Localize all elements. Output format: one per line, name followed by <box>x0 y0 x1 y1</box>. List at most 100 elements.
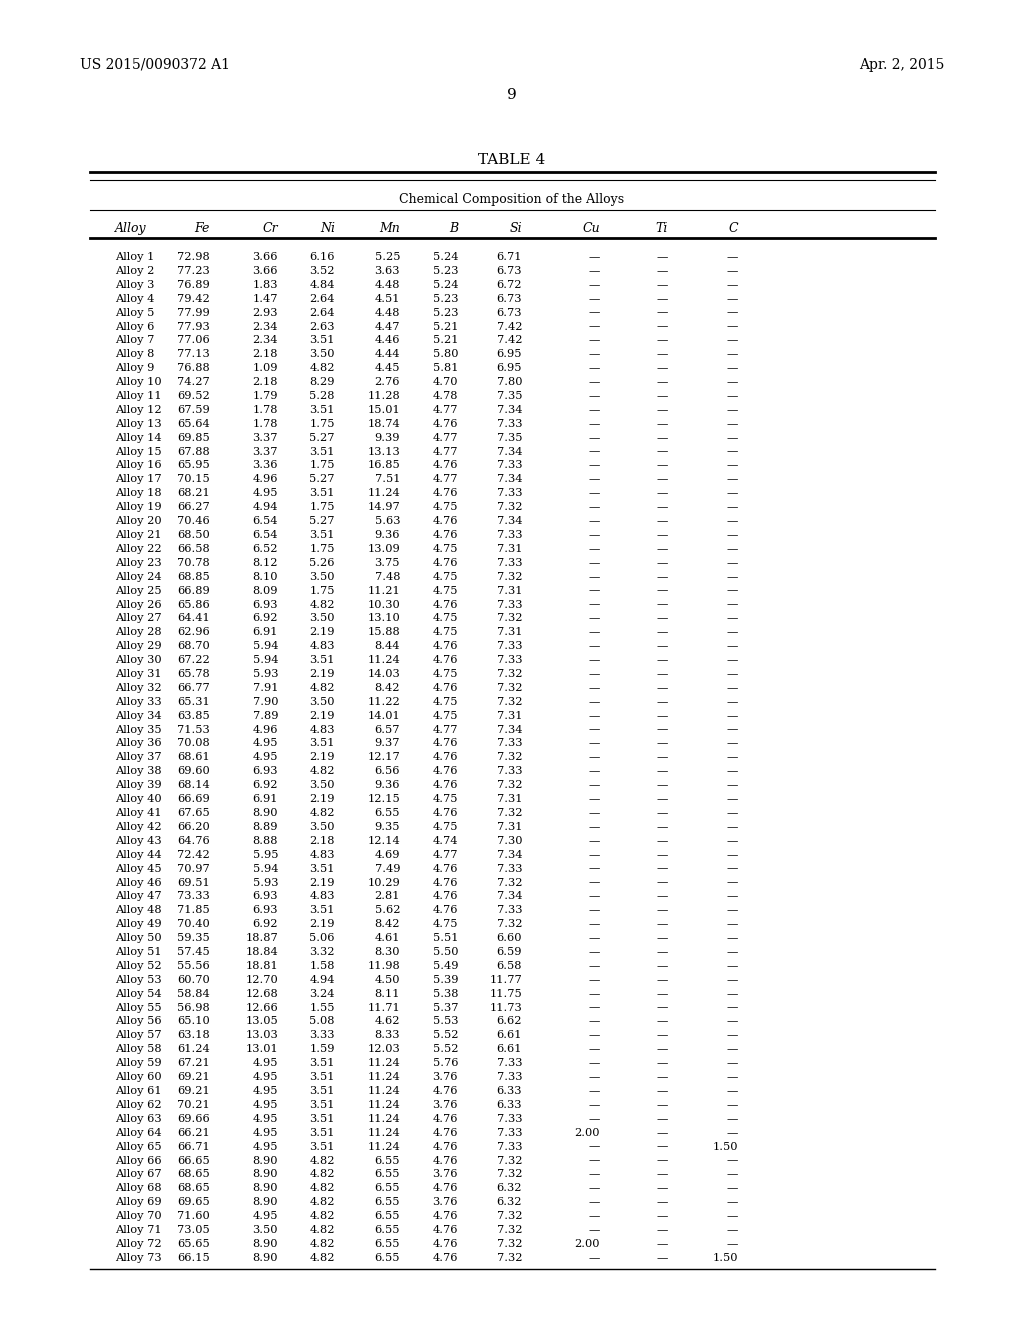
Text: —: — <box>656 878 668 887</box>
Text: 4.95: 4.95 <box>253 1127 278 1138</box>
Text: —: — <box>656 474 668 484</box>
Text: —: — <box>589 350 600 359</box>
Text: 4.95: 4.95 <box>253 1142 278 1151</box>
Text: US 2015/0090372 A1: US 2015/0090372 A1 <box>80 58 230 73</box>
Text: Alloy: Alloy <box>115 222 146 235</box>
Text: Alloy 40: Alloy 40 <box>115 795 162 804</box>
Text: 18.87: 18.87 <box>246 933 278 942</box>
Text: 2.18: 2.18 <box>253 350 278 359</box>
Text: —: — <box>656 586 668 595</box>
Text: —: — <box>589 1183 600 1193</box>
Text: —: — <box>589 906 600 915</box>
Text: 66.69: 66.69 <box>177 795 210 804</box>
Text: —: — <box>589 1212 600 1221</box>
Text: 4.76: 4.76 <box>432 906 458 915</box>
Text: 3.76: 3.76 <box>432 1197 458 1208</box>
Text: —: — <box>656 906 668 915</box>
Text: Alloy 62: Alloy 62 <box>115 1100 162 1110</box>
Text: 4.95: 4.95 <box>253 738 278 748</box>
Text: 3.51: 3.51 <box>309 531 335 540</box>
Text: —: — <box>727 1225 738 1236</box>
Text: 68.14: 68.14 <box>177 780 210 791</box>
Text: —: — <box>589 1044 600 1055</box>
Text: Alloy 4: Alloy 4 <box>115 294 155 304</box>
Text: Cu: Cu <box>583 222 600 235</box>
Text: 4.75: 4.75 <box>432 795 458 804</box>
Text: —: — <box>589 1059 600 1068</box>
Text: 4.95: 4.95 <box>253 1100 278 1110</box>
Text: 7.32: 7.32 <box>497 1212 522 1221</box>
Text: —: — <box>727 1086 738 1096</box>
Text: —: — <box>656 808 668 818</box>
Text: 3.51: 3.51 <box>309 1127 335 1138</box>
Text: 66.20: 66.20 <box>177 822 210 832</box>
Text: 7.31: 7.31 <box>497 822 522 832</box>
Text: —: — <box>656 502 668 512</box>
Text: Alloy 59: Alloy 59 <box>115 1059 162 1068</box>
Text: —: — <box>727 752 738 763</box>
Text: Alloy 20: Alloy 20 <box>115 516 162 527</box>
Text: 7.33: 7.33 <box>497 738 522 748</box>
Text: —: — <box>727 795 738 804</box>
Text: Alloy 54: Alloy 54 <box>115 989 162 999</box>
Text: 7.32: 7.32 <box>497 780 522 791</box>
Text: 7.31: 7.31 <box>497 627 522 638</box>
Text: 11.22: 11.22 <box>368 697 400 706</box>
Text: 4.76: 4.76 <box>432 558 458 568</box>
Text: 5.06: 5.06 <box>309 933 335 942</box>
Text: —: — <box>589 558 600 568</box>
Text: Alloy 18: Alloy 18 <box>115 488 162 498</box>
Text: 60.70: 60.70 <box>177 974 210 985</box>
Text: —: — <box>727 655 738 665</box>
Text: 4.76: 4.76 <box>432 780 458 791</box>
Text: 4.76: 4.76 <box>432 1086 458 1096</box>
Text: 7.48: 7.48 <box>375 572 400 582</box>
Text: —: — <box>656 446 668 457</box>
Text: 11.24: 11.24 <box>368 655 400 665</box>
Text: Alloy 36: Alloy 36 <box>115 738 162 748</box>
Text: 66.77: 66.77 <box>177 682 210 693</box>
Text: Alloy 25: Alloy 25 <box>115 586 162 595</box>
Text: —: — <box>656 1100 668 1110</box>
Text: 5.93: 5.93 <box>253 669 278 678</box>
Text: Ni: Ni <box>319 222 335 235</box>
Text: 71.53: 71.53 <box>177 725 210 735</box>
Text: 2.93: 2.93 <box>253 308 278 318</box>
Text: 5.21: 5.21 <box>432 335 458 346</box>
Text: —: — <box>656 1142 668 1151</box>
Text: Alloy 5: Alloy 5 <box>115 308 155 318</box>
Text: 69.52: 69.52 <box>177 391 210 401</box>
Text: 2.19: 2.19 <box>309 669 335 678</box>
Text: 72.42: 72.42 <box>177 850 210 859</box>
Text: —: — <box>727 1003 738 1012</box>
Text: 3.51: 3.51 <box>309 1086 335 1096</box>
Text: Alloy 13: Alloy 13 <box>115 418 162 429</box>
Text: Alloy 69: Alloy 69 <box>115 1197 162 1208</box>
Text: Alloy 22: Alloy 22 <box>115 544 162 554</box>
Text: 2.00: 2.00 <box>574 1239 600 1249</box>
Text: 13.01: 13.01 <box>246 1044 278 1055</box>
Text: —: — <box>589 961 600 972</box>
Text: —: — <box>727 1197 738 1208</box>
Text: Alloy 45: Alloy 45 <box>115 863 162 874</box>
Text: 71.85: 71.85 <box>177 906 210 915</box>
Text: Alloy 57: Alloy 57 <box>115 1031 162 1040</box>
Text: —: — <box>589 752 600 763</box>
Text: 7.34: 7.34 <box>497 446 522 457</box>
Text: 9.37: 9.37 <box>375 738 400 748</box>
Text: 7.32: 7.32 <box>497 919 522 929</box>
Text: 1.83: 1.83 <box>253 280 278 290</box>
Text: Alloy 19: Alloy 19 <box>115 502 162 512</box>
Text: 5.21: 5.21 <box>432 322 458 331</box>
Text: 7.33: 7.33 <box>497 461 522 470</box>
Text: 5.27: 5.27 <box>309 474 335 484</box>
Text: —: — <box>656 1031 668 1040</box>
Text: 5.26: 5.26 <box>309 558 335 568</box>
Text: 7.51: 7.51 <box>375 474 400 484</box>
Text: 9: 9 <box>507 88 517 102</box>
Text: 8.29: 8.29 <box>309 378 335 387</box>
Text: 69.85: 69.85 <box>177 433 210 442</box>
Text: 4.95: 4.95 <box>253 1072 278 1082</box>
Text: —: — <box>727 850 738 859</box>
Text: —: — <box>656 461 668 470</box>
